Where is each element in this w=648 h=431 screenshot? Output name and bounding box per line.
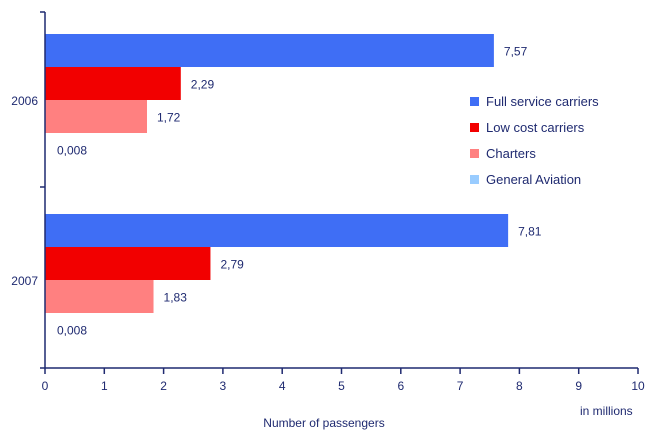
value-label-full-service-carriers-2007: 7,81 bbox=[518, 225, 542, 239]
legend-label-low-cost: Low cost carriers bbox=[486, 119, 585, 135]
legend-swatch-full-service bbox=[470, 96, 479, 106]
legend: Full service carriers Low cost carriers … bbox=[470, 88, 599, 192]
bar-low-cost-carriers-2006 bbox=[45, 67, 181, 100]
y-tick-label-2006: 2006 bbox=[11, 94, 38, 108]
x-tick-label-7: 7 bbox=[457, 379, 464, 393]
value-label-low-cost-carriers-2006: 2,29 bbox=[191, 78, 215, 92]
x-tick-label-1: 1 bbox=[101, 379, 108, 393]
bars-group bbox=[45, 34, 509, 346]
value-label-general-aviation-2007: 0,008 bbox=[57, 324, 87, 338]
value-label-low-cost-carriers-2007: 2,79 bbox=[220, 258, 244, 272]
value-label-charters-2007: 1,83 bbox=[164, 291, 188, 305]
x-tick-label-4: 4 bbox=[279, 379, 286, 393]
y-ticks-group: 2006 2007 bbox=[11, 11, 45, 369]
bar-low-cost-carriers-2007 bbox=[45, 247, 211, 280]
legend-label-charters: Charters bbox=[486, 145, 536, 161]
x-tick-label-3: 3 bbox=[220, 379, 227, 393]
x-ticks-group: 0 1 2 3 4 5 6 7 8 9 10 bbox=[42, 368, 645, 393]
x-tick-label-10: 10 bbox=[631, 379, 645, 393]
legend-label-general-aviation: General Aviation bbox=[486, 171, 582, 187]
bar-full-service-carriers-2006 bbox=[45, 34, 494, 67]
y-tick-label-2007: 2007 bbox=[11, 274, 38, 288]
legend-swatch-charters bbox=[470, 148, 479, 158]
x-tick-label-5: 5 bbox=[338, 379, 345, 393]
x-tick-label-6: 6 bbox=[397, 379, 404, 393]
x-tick-label-8: 8 bbox=[516, 379, 523, 393]
value-label-general-aviation-2006: 0,008 bbox=[57, 144, 87, 158]
legend-swatch-general-aviation bbox=[470, 174, 479, 184]
legend-label-full-service: Full service carriers bbox=[486, 93, 599, 109]
legend-item-full-service: Full service carriers bbox=[470, 88, 599, 114]
unit-label: in millions bbox=[580, 404, 633, 418]
legend-item-charters: Charters bbox=[470, 140, 599, 166]
bar-full-service-carriers-2007 bbox=[45, 214, 509, 247]
legend-swatch-low-cost bbox=[470, 122, 479, 132]
bar-charters-2006 bbox=[45, 100, 147, 133]
value-labels-group: 7,57 2,29 1,72 0,008 7,81 2,79 1,83 0,008 bbox=[57, 45, 542, 338]
value-label-full-service-carriers-2006: 7,57 bbox=[504, 45, 528, 59]
bar-charters-2007 bbox=[45, 280, 154, 313]
x-axis-title: Number of passengers bbox=[263, 416, 385, 430]
x-tick-label-2: 2 bbox=[160, 379, 167, 393]
value-label-charters-2006: 1,72 bbox=[157, 111, 181, 125]
legend-item-general-aviation: General Aviation bbox=[470, 166, 599, 192]
legend-item-low-cost: Low cost carriers bbox=[470, 114, 599, 140]
x-tick-label-0: 0 bbox=[42, 379, 49, 393]
x-tick-label-9: 9 bbox=[575, 379, 582, 393]
